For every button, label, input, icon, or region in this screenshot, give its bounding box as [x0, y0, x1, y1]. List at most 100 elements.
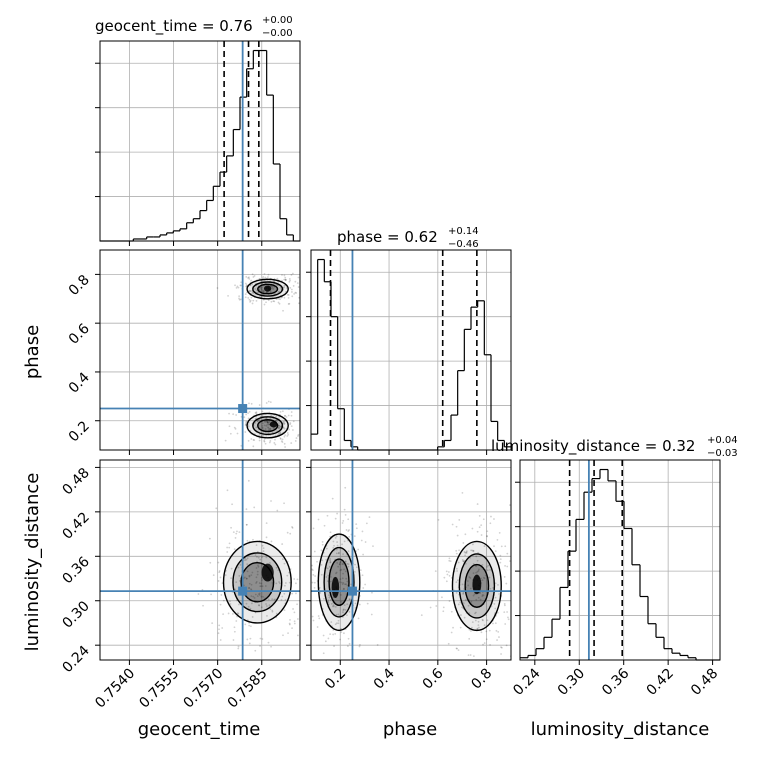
y-tick-label: 0.36: [59, 554, 92, 587]
sample-point: [329, 559, 331, 562]
sample-point: [267, 299, 270, 302]
sample-point: [275, 415, 278, 418]
sample-point: [338, 581, 341, 584]
sample-point: [235, 581, 238, 584]
sample-point: [481, 594, 484, 596]
sample-point: [288, 302, 291, 305]
sample-point: [271, 581, 274, 584]
sample-point: [262, 290, 265, 293]
sample-point: [258, 419, 261, 422]
sample-point: [445, 580, 448, 583]
sample-point: [311, 569, 314, 571]
sample-point: [245, 508, 248, 511]
sample-point: [284, 278, 287, 281]
sample-point: [420, 614, 423, 617]
sample-point: [307, 573, 309, 575]
sample-point: [250, 279, 253, 282]
sample-point: [334, 517, 337, 520]
sample-point: [295, 592, 297, 595]
sample-point: [240, 284, 243, 287]
sample-point: [224, 574, 227, 576]
sample-point: [465, 552, 468, 554]
sample-point: [283, 286, 285, 289]
sample-point: [341, 563, 344, 565]
sample-point: [260, 582, 263, 585]
sample-point: [339, 569, 342, 572]
sample-point: [271, 296, 273, 299]
sample-point: [275, 298, 278, 301]
sample-point: [482, 518, 485, 521]
sample-point: [250, 583, 253, 586]
sample-point: [281, 441, 284, 444]
sample-point: [342, 572, 344, 575]
sample-point: [327, 600, 329, 603]
sample-point: [461, 606, 463, 609]
sample-point: [458, 549, 460, 552]
sample-point: [236, 612, 239, 615]
sample-point: [267, 641, 270, 644]
sample-point: [455, 581, 458, 584]
sample-point: [278, 427, 281, 430]
sample-point: [289, 619, 291, 621]
sample-point: [230, 526, 232, 529]
sample-point: [447, 642, 450, 645]
sample-point: [287, 296, 290, 299]
sample-point: [331, 605, 334, 608]
sample-point: [305, 659, 307, 661]
sample-point: [343, 568, 345, 571]
sample-point: [289, 422, 292, 424]
sample-point: [263, 424, 266, 427]
sample-point: [248, 402, 250, 405]
sample-point: [448, 559, 451, 562]
sample-point: [257, 556, 260, 559]
sample-point: [334, 623, 337, 626]
sample-point: [249, 290, 251, 292]
sample-point: [271, 610, 274, 613]
sample-point: [346, 614, 348, 617]
sample-point: [506, 565, 509, 568]
sample-point: [321, 559, 324, 562]
sample-point: [471, 527, 474, 530]
sample-point: [494, 596, 497, 599]
sample-point: [320, 549, 323, 552]
sample-point: [261, 410, 264, 413]
sample-point: [249, 300, 251, 303]
sample-point: [476, 628, 479, 631]
sample-point: [342, 611, 344, 614]
sample-point: [328, 565, 331, 568]
sample-point: [309, 573, 311, 575]
sample-point: [253, 506, 256, 509]
sample-point: [245, 577, 248, 580]
sample-point: [498, 636, 500, 638]
sample-point: [286, 432, 289, 434]
sample-point: [339, 594, 342, 596]
sample-point: [332, 540, 335, 543]
sample-point: [218, 628, 220, 631]
sample-point: [270, 300, 273, 303]
sample-point: [250, 602, 253, 605]
sample-point: [304, 427, 306, 429]
sample-point: [248, 582, 251, 585]
sample-point: [486, 535, 488, 537]
sample-point: [275, 566, 278, 569]
sample-point: [312, 619, 315, 622]
sample-point: [505, 582, 508, 585]
sample-point: [347, 518, 350, 521]
sample-point: [353, 571, 356, 573]
sample-point: [347, 550, 350, 553]
sample-point: [282, 426, 285, 429]
title-phase-minus: −0.46: [448, 239, 479, 250]
sample-point: [335, 535, 338, 538]
sample-point: [253, 597, 256, 599]
sample-point: [462, 591, 465, 594]
sample-point: [256, 419, 259, 422]
sample-point: [504, 545, 507, 548]
sample-point: [346, 584, 349, 587]
sample-point: [473, 593, 476, 595]
sample-point: [301, 518, 303, 520]
sample-point: [456, 579, 459, 582]
sample-point: [251, 273, 254, 276]
sample-point: [457, 649, 460, 652]
sample-point: [455, 647, 458, 650]
sample-point: [370, 613, 373, 616]
